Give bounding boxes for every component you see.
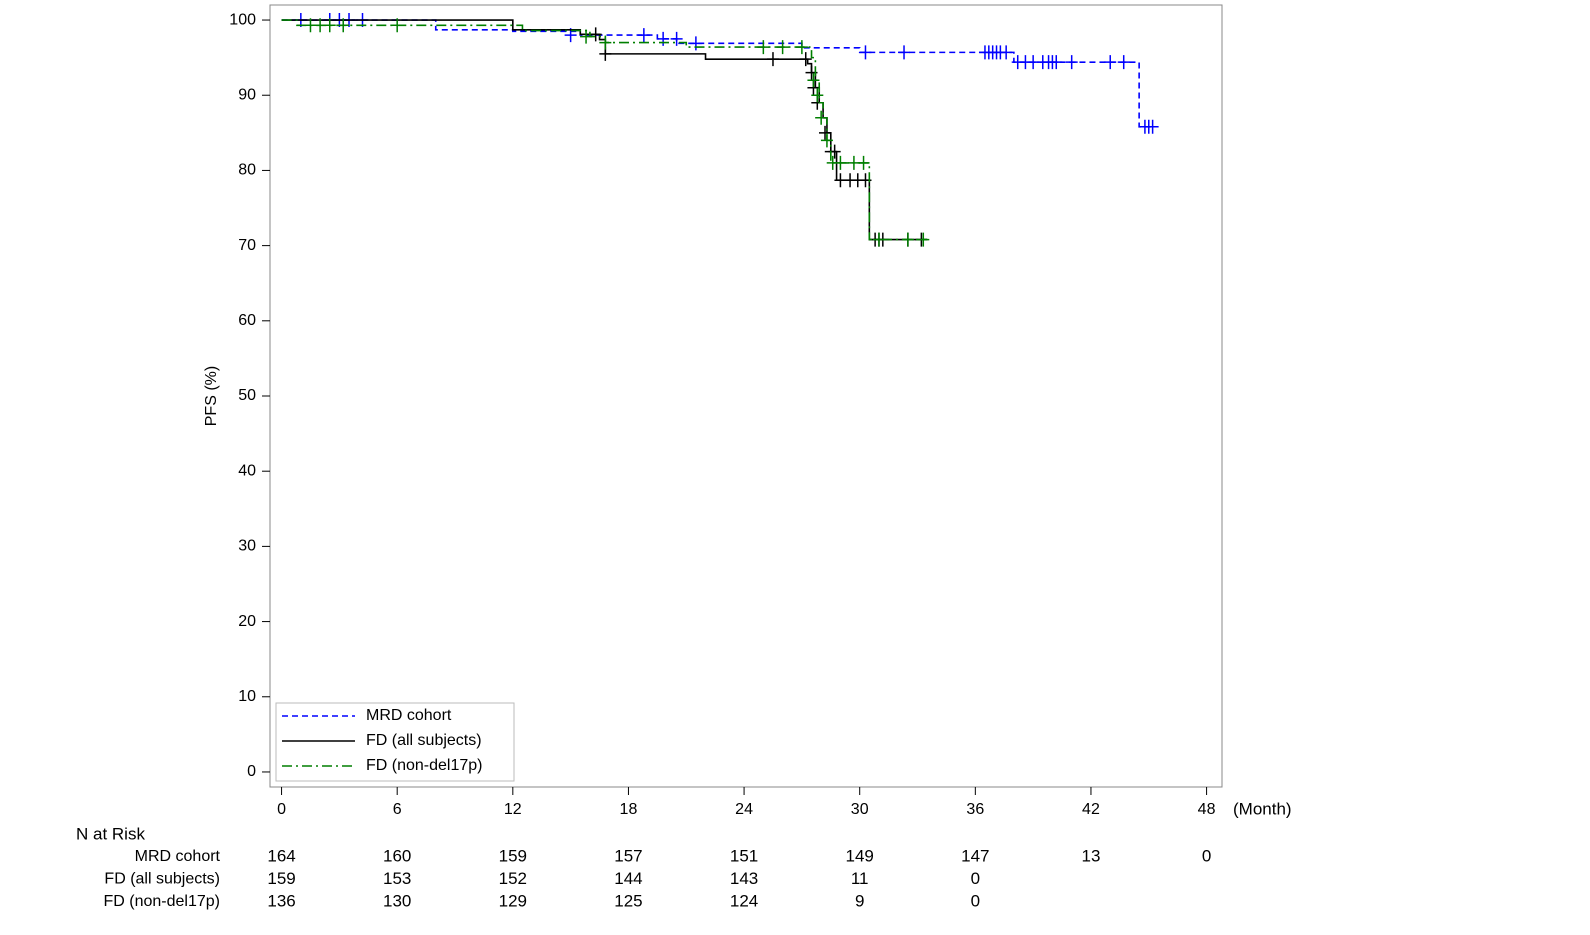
risk-count: 0 [971, 891, 980, 910]
risk-count: 136 [267, 891, 295, 910]
legend-label: FD (all subjects) [366, 732, 482, 749]
censor-mark [1050, 55, 1063, 70]
y-tick-label: 100 [229, 11, 256, 28]
risk-count: 147 [961, 846, 989, 865]
risk-count: 164 [267, 846, 295, 865]
censor-mark [872, 232, 885, 247]
legend-label: MRD cohort [366, 707, 452, 724]
risk-count: 149 [846, 846, 874, 865]
risk-count: 9 [855, 891, 864, 910]
censor-mark [337, 18, 350, 33]
y-tick-label: 80 [238, 162, 256, 179]
y-tick-label: 40 [238, 462, 256, 479]
censor-mark [811, 88, 824, 103]
x-tick-label: 24 [735, 801, 753, 818]
censor-mark [757, 40, 770, 55]
y-tick-label: 20 [238, 613, 256, 630]
y-tick-label: 0 [247, 763, 256, 780]
censor-mark [799, 52, 812, 67]
censor-mark [689, 36, 702, 51]
risk-count: 124 [730, 891, 758, 910]
risk-count: 157 [614, 846, 642, 865]
censor-mark [323, 18, 336, 33]
censor-mark [1000, 45, 1013, 60]
risk-row-label: FD (non-del17p) [104, 893, 221, 910]
censor-mark [917, 232, 930, 247]
censor-mark [1104, 55, 1117, 70]
risk-count: 151 [730, 846, 758, 865]
x-tick-label: 42 [1082, 801, 1100, 818]
censor-mark [857, 155, 870, 170]
x-tick-label: 48 [1198, 801, 1216, 818]
risk-row-label: FD (all subjects) [104, 871, 220, 888]
risk-count: 0 [971, 869, 980, 888]
x-unit-label: (Month) [1233, 799, 1292, 818]
censor-mark [901, 232, 914, 247]
x-tick-label: 18 [620, 801, 638, 818]
risk-count: 159 [267, 869, 295, 888]
risk-count: 129 [499, 891, 527, 910]
censor-mark [766, 52, 779, 67]
censor-mark [1117, 55, 1130, 70]
risk-count: 125 [614, 891, 642, 910]
risk-count: 159 [499, 846, 527, 865]
risk-count: 153 [383, 869, 411, 888]
plot-frame [269, 4, 1223, 788]
y-tick-label: 90 [238, 86, 256, 103]
legend-label: FD (non-del17p) [366, 757, 483, 774]
censor-mark [580, 29, 593, 44]
x-tick-label: 36 [966, 801, 984, 818]
censor-mark [776, 40, 789, 55]
y-tick-label: 10 [238, 688, 256, 705]
censor-mark [859, 45, 872, 60]
censor-mark [834, 155, 847, 170]
x-tick-label: 12 [504, 801, 522, 818]
x-tick-label: 30 [851, 801, 869, 818]
censor-mark [807, 73, 820, 88]
censor-mark [795, 40, 808, 55]
censor-mark [815, 110, 828, 125]
risk-count: 13 [1081, 846, 1100, 865]
censor-mark [820, 133, 833, 148]
censor-mark [391, 18, 404, 33]
risk-row-label: MRD cohort [135, 848, 221, 865]
y-tick-label: 70 [238, 237, 256, 254]
y-tick-label: 60 [238, 312, 256, 329]
y-tick-label: 30 [238, 538, 256, 555]
censor-mark [819, 125, 832, 140]
survival-curve [281, 19, 1153, 128]
censor-mark [657, 31, 670, 46]
censor-mark [599, 35, 612, 50]
survival-curve [281, 19, 928, 241]
censor-mark [589, 27, 602, 42]
x-tick-label: 0 [277, 801, 286, 818]
risk-table-title: N at Risk [76, 824, 145, 843]
censor-mark [1146, 119, 1159, 134]
risk-count: 130 [383, 891, 411, 910]
x-tick-label: 6 [393, 801, 402, 818]
risk-count: 160 [383, 846, 411, 865]
censor-mark [670, 31, 683, 46]
risk-count: 11 [851, 869, 869, 888]
risk-count: 152 [499, 869, 527, 888]
y-axis-label: PFS (%) [203, 366, 220, 426]
censor-mark [637, 28, 650, 43]
censor-mark [1065, 55, 1078, 70]
risk-count: 0 [1202, 846, 1211, 865]
survival-curve [281, 19, 928, 241]
risk-count: 143 [730, 869, 758, 888]
risk-count: 144 [614, 869, 642, 888]
y-tick-label: 50 [238, 387, 256, 404]
censor-mark [898, 45, 911, 60]
